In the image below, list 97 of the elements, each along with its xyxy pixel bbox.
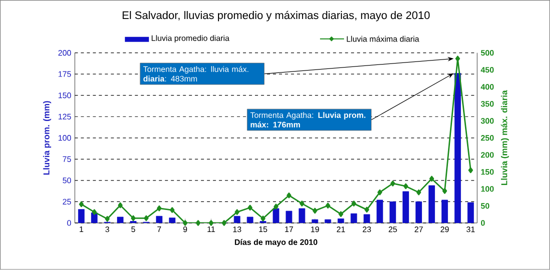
point [156, 206, 162, 212]
bar [286, 210, 292, 224]
x-tick-label: 23 [362, 226, 371, 232]
point [260, 216, 266, 222]
bar [168, 218, 176, 224]
point [170, 207, 175, 214]
bar [324, 219, 332, 224]
bar [454, 73, 461, 224]
point [326, 202, 330, 209]
point [104, 216, 110, 222]
bar [441, 200, 448, 224]
y2-tick-label: 450 [480, 67, 494, 73]
y-tick-label: 125 [58, 114, 71, 120]
x-tick-label: 13 [233, 226, 242, 232]
y-tick-label: 200 [58, 50, 72, 56]
x-tick-label: 9 [183, 226, 188, 232]
bar [402, 191, 409, 224]
x-tick-label: 25 [388, 226, 397, 232]
point [130, 215, 136, 222]
point [416, 190, 422, 196]
bar [338, 218, 344, 224]
y2-tick-label: 150 [481, 169, 494, 175]
y-tick-label: 75 [62, 156, 71, 162]
x-tick-label: 7 [157, 226, 162, 232]
point [144, 215, 149, 222]
bar [467, 202, 474, 224]
point [442, 188, 448, 194]
y2-tick-label: 300 [480, 118, 494, 124]
x-tick-label: 17 [285, 226, 294, 232]
point [182, 220, 188, 226]
legend-label: Lluvia promedio diaria [152, 35, 230, 43]
x-tick-label: 3 [105, 226, 110, 232]
y2-tick-label: 400 [480, 84, 494, 90]
point [352, 200, 356, 207]
y2-tick-label: 200 [480, 152, 494, 158]
point [429, 176, 434, 182]
text: Tormenta Agatha: Lluvia prom. máx: 176mm [250, 112, 366, 128]
point [312, 208, 318, 214]
bar [390, 202, 396, 224]
bar [350, 214, 358, 224]
point [208, 220, 214, 226]
bar [272, 208, 280, 224]
bar [364, 214, 370, 224]
point [274, 204, 278, 210]
y2-tick-label: 50 [480, 203, 490, 209]
y-tick-label: 150 [58, 92, 72, 98]
x-tick-label: 29 [440, 226, 449, 232]
bar [376, 200, 384, 224]
point [92, 209, 97, 216]
bar [78, 209, 85, 224]
y-tick-label: 100 [58, 135, 72, 141]
point [403, 183, 408, 190]
x-tick-label: 21 [336, 226, 345, 232]
x-tick-label: 19 [311, 226, 319, 232]
x-tick-label: 1 [80, 226, 84, 232]
point [222, 220, 226, 226]
point [196, 220, 200, 226]
point [390, 180, 396, 186]
y2-tick-label: 500 [480, 50, 494, 56]
bar [416, 202, 422, 224]
point [377, 190, 382, 196]
point [79, 201, 84, 208]
x-axis-title: Días de mayo de 2010 [234, 239, 318, 247]
y2-tick-label: 0 [480, 220, 485, 226]
bar [246, 216, 254, 224]
y2-tick-label: 250 [480, 135, 494, 141]
point [234, 209, 240, 216]
x-tick-label: 5 [131, 226, 136, 232]
point [300, 200, 304, 207]
y-tick-label: 25 [62, 198, 71, 205]
point [338, 211, 344, 218]
legend-label: Lluvia máxima diaria [346, 36, 420, 42]
x-tick-label: 31 [466, 226, 475, 232]
point [364, 206, 370, 213]
point [286, 192, 292, 198]
x-tick-label: 15 [259, 226, 268, 232]
y2-axis-title: Lluvia (mm) máx. diaria [500, 90, 509, 186]
y-tick-label: 0 [67, 220, 72, 226]
chart-title: El Salvador, lluvias promedio y máximas diarias, mayo de 2010 [122, 11, 430, 22]
point [248, 204, 252, 211]
y2-tick-label: 350 [480, 101, 494, 107]
bar [156, 216, 162, 224]
bar [91, 212, 98, 224]
bar [234, 216, 240, 224]
bar [428, 185, 435, 224]
y-tick-label: 50 [62, 178, 72, 184]
y2-tick-label: 100 [481, 186, 494, 192]
x-tick-label: 11 [208, 226, 215, 232]
bar [117, 216, 124, 224]
x-tick-label: 27 [414, 226, 423, 232]
y-axis-title: Lluvia prom. (mm) [43, 101, 52, 175]
annotation: Tormenta Agatha: lluvia máx. diaria: 483mm [143, 66, 248, 82]
point [118, 202, 123, 208]
bar [298, 208, 306, 224]
bar [312, 219, 318, 224]
y-tick-label: 175 [58, 71, 71, 77]
point [468, 167, 474, 174]
